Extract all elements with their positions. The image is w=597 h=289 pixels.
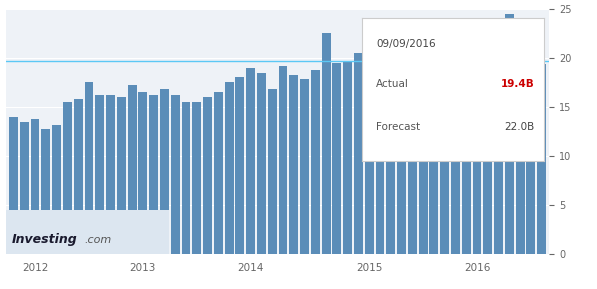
Bar: [429, 56, 438, 254]
Bar: [451, 46, 460, 254]
Bar: [257, 73, 266, 254]
Bar: [117, 97, 126, 254]
Bar: [9, 117, 18, 254]
Bar: [408, 43, 417, 254]
Bar: [537, 64, 546, 254]
Bar: [181, 102, 190, 254]
Bar: [139, 92, 147, 254]
Bar: [74, 99, 82, 254]
Bar: [246, 68, 255, 254]
Bar: [462, 56, 470, 254]
Bar: [527, 43, 536, 254]
Bar: [20, 122, 29, 254]
Bar: [171, 95, 180, 254]
Bar: [160, 89, 169, 254]
Bar: [128, 85, 137, 254]
Bar: [96, 95, 104, 254]
Bar: [516, 36, 525, 254]
Text: .com: .com: [85, 235, 112, 245]
Bar: [418, 60, 427, 254]
Bar: [106, 95, 115, 254]
Bar: [397, 46, 406, 254]
Bar: [290, 75, 298, 254]
Bar: [440, 46, 449, 254]
Bar: [473, 53, 481, 254]
Bar: [192, 102, 201, 254]
Bar: [505, 14, 514, 254]
Bar: [63, 102, 72, 254]
Bar: [343, 62, 352, 254]
Bar: [376, 55, 384, 254]
Bar: [494, 66, 503, 254]
Bar: [85, 82, 93, 254]
Bar: [386, 43, 395, 254]
Bar: [214, 92, 223, 254]
Bar: [333, 63, 341, 254]
Text: Investing: Investing: [11, 233, 77, 246]
Bar: [279, 66, 287, 254]
Bar: [311, 70, 320, 254]
Bar: [41, 129, 50, 254]
Bar: [30, 119, 39, 254]
Bar: [365, 56, 374, 254]
Bar: [235, 77, 244, 254]
Bar: [203, 97, 212, 254]
Bar: [52, 125, 61, 254]
Bar: [484, 60, 492, 254]
Bar: [268, 89, 276, 254]
FancyBboxPatch shape: [6, 210, 169, 254]
Bar: [149, 95, 158, 254]
Bar: [354, 53, 363, 254]
Bar: [224, 82, 233, 254]
Bar: [300, 79, 309, 254]
Bar: [322, 33, 331, 254]
